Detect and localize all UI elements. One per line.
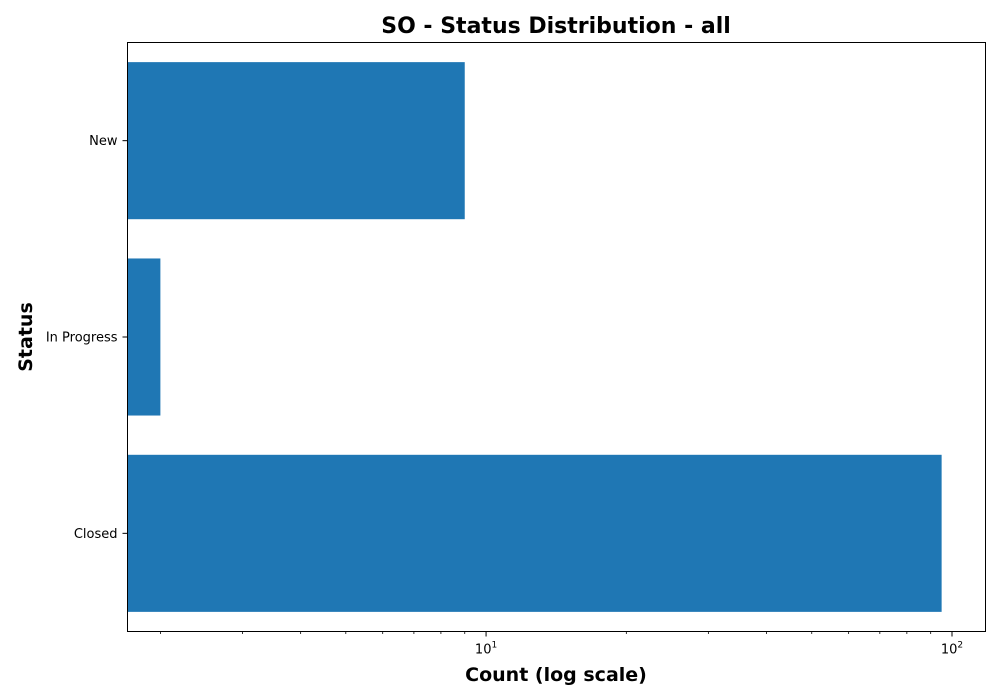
y-axis: New In Progress Closed	[46, 134, 128, 542]
y-axis-label: Status	[15, 302, 37, 372]
x-axis: 101 102	[159, 631, 963, 658]
x-axis-label: Count (log scale)	[465, 664, 647, 686]
bar-in-progress	[127, 258, 161, 416]
y-tick-label-in-progress: In Progress	[46, 331, 118, 346]
x-tick-label-base: 10	[941, 643, 958, 658]
x-tick-label-exponent: 1	[491, 641, 497, 651]
bar-new	[127, 62, 465, 220]
x-tick-label: 102	[941, 641, 963, 658]
x-tick-label-exponent: 2	[957, 641, 963, 651]
bar-closed	[127, 454, 942, 612]
x-tick-label-base: 10	[475, 643, 492, 658]
bars-group	[127, 62, 942, 612]
chart-title: SO - Status Distribution - all	[381, 14, 731, 39]
y-tick-label-new: New	[89, 134, 118, 149]
x-tick-label: 101	[475, 641, 497, 658]
y-tick-label-closed: Closed	[74, 527, 118, 542]
